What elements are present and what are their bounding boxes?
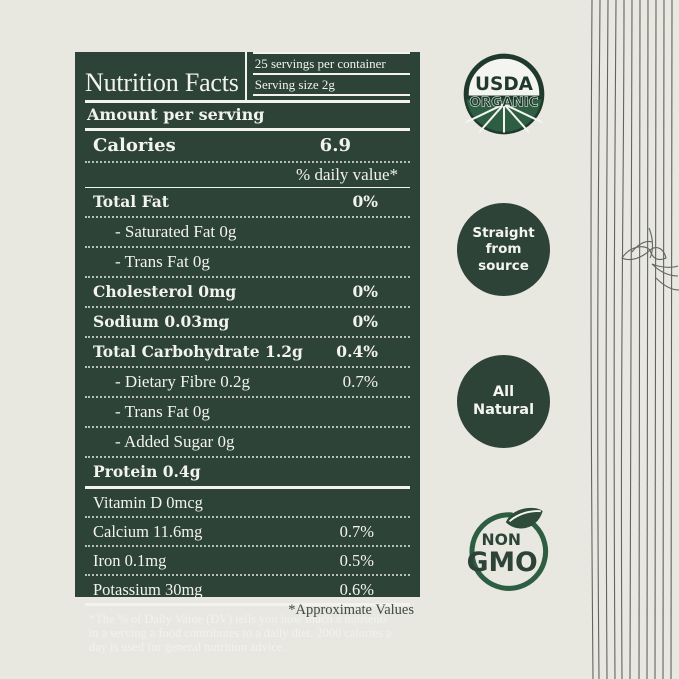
nutrient-daily-value: 0.7% [342, 372, 378, 391]
nutrient-label: Sodium 0.03mg [93, 312, 230, 331]
nutrient-row: Iron 0.1mg 0.5% [85, 547, 410, 574]
non-gmo-line-2: GMO [467, 547, 538, 578]
divider-dotted [85, 456, 410, 458]
daily-value-footnote: *The % of Daily Value (DV) tells you how… [89, 612, 392, 655]
calories-value: 6.9 [319, 135, 351, 156]
badge-line-3: source [478, 257, 529, 274]
nutrient-daily-value: 0% [352, 282, 378, 301]
nutrient-row: - Saturated Fat 0g [85, 218, 410, 246]
divider-dotted [85, 306, 410, 308]
nutrient-row: Calcium 11.6mg 0.7% [85, 518, 410, 545]
nutrient-row: Protein 0.4g [85, 458, 410, 486]
divider-dotted [85, 396, 410, 398]
divider-dotted [85, 366, 410, 368]
divider-dotted [85, 276, 410, 278]
badge-line-2: from [485, 241, 522, 258]
nutrient-row: - Trans Fat 0g [85, 398, 410, 426]
nutrient-label: Cholesterol 0mg [93, 282, 237, 301]
nutrient-label: - Dietary Fibre 0.2g [115, 372, 251, 391]
divider-dotted [85, 336, 410, 338]
nutrient-daily-value: 0.6% [339, 580, 374, 599]
straight-from-source-text: Straight from source [472, 225, 534, 274]
nutrient-label: - Trans Fat 0g [115, 402, 210, 421]
non-gmo-line-1: NON [482, 530, 521, 549]
vitamin-row-list: Vitamin D 0mcg Calcium 11.6mg 0.7% Iron 0.1… [85, 489, 410, 603]
usda-organic-badge: USDA ORGANIC [462, 52, 546, 136]
nutrient-row: - Added Sugar 0g [85, 428, 410, 456]
nutrient-label: Iron 0.1mg [93, 551, 167, 570]
usda-bottom-text: ORGANIC [469, 96, 538, 111]
non-gmo-icon: NON GMO [467, 507, 549, 591]
serving-size: Serving size 2g [252, 75, 410, 96]
divider-thick-amount [85, 128, 410, 131]
badge-line-2: Natural [472, 401, 535, 418]
calories-row: Calories 6.9 [85, 131, 410, 161]
nutrient-row-list: Total Fat 0% - Saturated Fat 0g - Trans Fat… [85, 188, 410, 486]
divider-thick-protein [85, 486, 410, 489]
nutrient-daily-value: 0.4% [336, 342, 378, 361]
divider-dotted [85, 516, 410, 518]
divider-thick-footnote [85, 603, 410, 606]
badge-line-1: Straight [472, 224, 535, 241]
nutrient-label: Vitamin D 0mcg [93, 493, 203, 512]
nutrient-row: Potassium 30mg 0.6% [85, 576, 410, 603]
servings-per-container: 25 servings per container [252, 52, 410, 75]
nutrient-daily-value: 0% [352, 192, 378, 211]
nutrient-daily-value: 0.7% [339, 522, 374, 541]
divider-thick-top [85, 100, 410, 103]
nutrient-label: - Trans Fat 0g [115, 252, 210, 271]
nutrient-daily-value: 0% [352, 312, 378, 331]
divider-dotted-calories [85, 161, 410, 163]
divider-dotted [85, 545, 410, 547]
approximate-values-note: *Approximate Values [288, 602, 414, 618]
nutrient-label: Total Fat [93, 192, 169, 211]
all-natural-text: All Natural [473, 384, 534, 419]
nutrient-row: - Trans Fat 0g [85, 248, 410, 276]
nutrient-label: Total Carbohydrate 1.2g [93, 342, 303, 361]
page-title: Nutrition Facts [85, 68, 239, 97]
calories-label: Calories [93, 135, 176, 156]
divider-dotted [85, 246, 410, 248]
divider-dotted [85, 574, 410, 576]
daily-value-header: % daily value* [296, 165, 398, 184]
badge-line-1: All [492, 383, 515, 400]
nutrient-row: Total Fat 0% [85, 188, 410, 216]
serving-info-block: 25 servings per container Serving size 2… [244, 52, 410, 100]
nutrient-label: - Added Sugar 0g [115, 432, 235, 451]
nutrition-facts-panel: Nutrition Facts 25 servings per containe… [75, 52, 420, 654]
label-header: Nutrition Facts 25 servings per containe… [85, 52, 410, 100]
non-gmo-badge: NON GMO [458, 502, 550, 594]
divider-thin-dv-header [85, 187, 410, 188]
nutrient-daily-value: 0.5% [339, 551, 374, 570]
nutrient-label: Potassium 30mg [93, 580, 203, 599]
nutrient-row: Vitamin D 0mcg [85, 489, 410, 516]
divider-dotted [85, 216, 410, 218]
straight-from-source-badge: Straight from source [457, 203, 550, 296]
divider-dotted [85, 426, 410, 428]
nutrient-row: Total Carbohydrate 1.2g 0.4% [85, 338, 410, 366]
nutrient-row: - Dietary Fibre 0.2g 0.7% [85, 368, 410, 396]
amount-per-serving-label: Amount per serving [87, 105, 265, 124]
nutrient-row: Sodium 0.03mg 0% [85, 308, 410, 336]
nutrient-row: Cholesterol 0mg 0% [85, 278, 410, 306]
usda-organic-icon: USDA ORGANIC [463, 53, 545, 135]
all-natural-badge: All Natural [457, 355, 550, 448]
grass-stalks-illustration [590, 0, 679, 679]
usda-top-text: USDA [475, 74, 534, 95]
nutrient-label: Calcium 11.6mg [93, 522, 203, 541]
nutrient-label: - Saturated Fat 0g [115, 222, 237, 241]
nutrient-label: Protein 0.4g [93, 462, 201, 481]
